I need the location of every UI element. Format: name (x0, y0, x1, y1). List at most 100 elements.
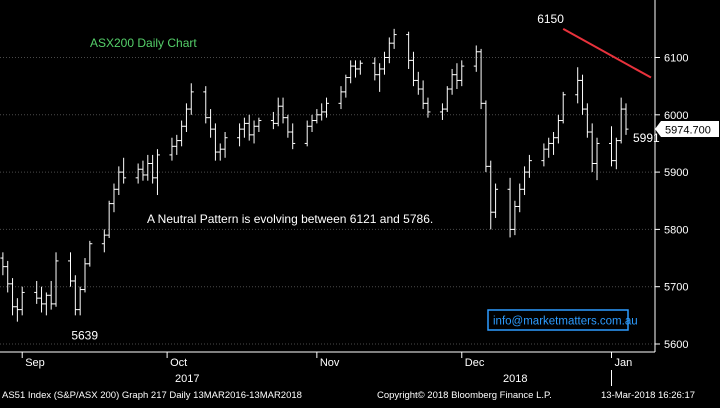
ohlc-bar (82, 258, 88, 293)
y-tick-label: 6000 (664, 110, 688, 122)
ohlc-bar (459, 60, 465, 87)
ohlc-bar (135, 163, 141, 184)
ohlc-bar (77, 286, 83, 316)
ohlc-bar (150, 154, 156, 184)
ohlc-bar (270, 111, 276, 130)
ohlc-bar (444, 86, 450, 112)
ohlc-bar (551, 131, 557, 155)
ohlc-bar (309, 114, 315, 132)
ohlc-bar (623, 103, 629, 135)
ohlc-bar (348, 60, 354, 84)
ohlc-bar (594, 137, 600, 181)
ohlc-bar (517, 183, 523, 213)
ohlc-bar (613, 137, 619, 170)
pattern-annotation: A Neutral Pattern is evolving between 61… (147, 212, 433, 226)
ohlc-bar (522, 166, 528, 196)
ohlc-bar (174, 134, 180, 155)
ohlc-bar (410, 51, 416, 87)
ohlc-bar (48, 280, 54, 310)
ohlc-bar (203, 86, 209, 124)
ohlc-bar (290, 123, 296, 150)
ohlc-bar (121, 157, 127, 184)
ohlc-bar (237, 123, 243, 147)
ohlc-bar (251, 120, 257, 144)
y-tick-label: 5600 (664, 339, 688, 351)
ohlc-bar (546, 137, 552, 158)
resistance-trendline (562, 27, 652, 79)
ohlc-bar (406, 31, 412, 69)
ohlc-bar (507, 177, 513, 238)
ohlc-bar (377, 63, 383, 92)
ohlc-bar (580, 74, 586, 115)
ohlc-bar (618, 97, 624, 144)
ohlc-bar (183, 103, 189, 132)
ohlc-bar (589, 123, 595, 173)
y-tick-label: 5700 (664, 282, 688, 294)
last-price-value: 5974.700 (665, 125, 711, 137)
ohlc-bar (212, 123, 218, 161)
ohlc-bar (526, 154, 532, 178)
ohlc-bar (372, 57, 378, 81)
ohlc-bar (488, 160, 494, 230)
x-month-label: Jan (615, 357, 633, 369)
price-level-label: 5991 (633, 131, 660, 145)
ohlc-bar (208, 109, 214, 138)
ohlc-bar (555, 114, 561, 144)
ohlc-bar (5, 260, 11, 293)
price-level-label: 6150 (537, 12, 564, 26)
y-tick-label: 5900 (664, 167, 688, 179)
ohlc-bar (19, 286, 25, 316)
ohlc-bar (10, 278, 16, 316)
x-month-label: Dec (465, 357, 485, 369)
ohlc-bar (454, 63, 460, 90)
chart-title: ASX200 Daily Chart (90, 36, 197, 50)
ohlc-bar (43, 292, 49, 316)
watermark-text: info@marketmatters.com.au (493, 316, 638, 328)
y-tick-label: 6100 (664, 53, 688, 65)
x-year-label: 2017 (175, 373, 199, 385)
ohlc-bar (449, 68, 455, 95)
ohlc-bar (217, 143, 223, 161)
footer-copyright: Copyright© 2018 Bloomberg Finance L.P. (377, 390, 552, 401)
ohlc-bar (425, 97, 431, 118)
price-level-label: 5639 (71, 329, 98, 343)
ohlc-bar (53, 252, 59, 307)
y-tick-label: 5800 (664, 224, 688, 236)
x-month-label: Sep (25, 357, 45, 369)
ohlc-bar (280, 97, 286, 124)
ohlc-bar (87, 240, 93, 267)
ohlc-bar (420, 80, 426, 110)
ohlc-bar (560, 91, 566, 124)
ohlc-bar (352, 60, 358, 78)
x-axis-ticks: SepOctNovDecJanFebMar20172018 (21, 352, 633, 386)
ohlc-bar (116, 166, 122, 196)
ohlc-bar (304, 120, 310, 147)
ohlc-bar (386, 37, 392, 64)
ohlc-bar (188, 83, 194, 115)
x-month-label: Oct (170, 357, 187, 369)
ohlc-bar (285, 114, 291, 138)
ohlc-bar (381, 51, 387, 75)
ohlc-bar (483, 100, 489, 173)
ohlc-bar (154, 149, 160, 196)
ohlc-bar (343, 74, 349, 98)
ohlc-bar (609, 126, 615, 167)
ohlc-bar (584, 103, 590, 138)
ohlc-bar (314, 109, 320, 124)
ohlc-bar (275, 97, 281, 127)
ohlc-bar (246, 114, 252, 141)
ohlc-bar (34, 280, 40, 304)
ohlc-bar (68, 252, 74, 287)
bloomberg-footer: AS51 Index (S&P/ASX 200) Graph 217 Daily… (0, 388, 720, 403)
ohlc-bar (319, 103, 325, 121)
ohlc-bar (222, 131, 228, 158)
ohlc-bar (111, 183, 117, 213)
price-labels: 5639615059916121578660835886 (71, 12, 660, 343)
last-price-badge: 5974.700 (655, 121, 719, 137)
watermark-box: info@marketmatters.com.au (487, 309, 638, 331)
ohlc-bar (0, 252, 6, 276)
grid-lines (0, 57, 655, 345)
ohlc-bar (391, 28, 397, 49)
